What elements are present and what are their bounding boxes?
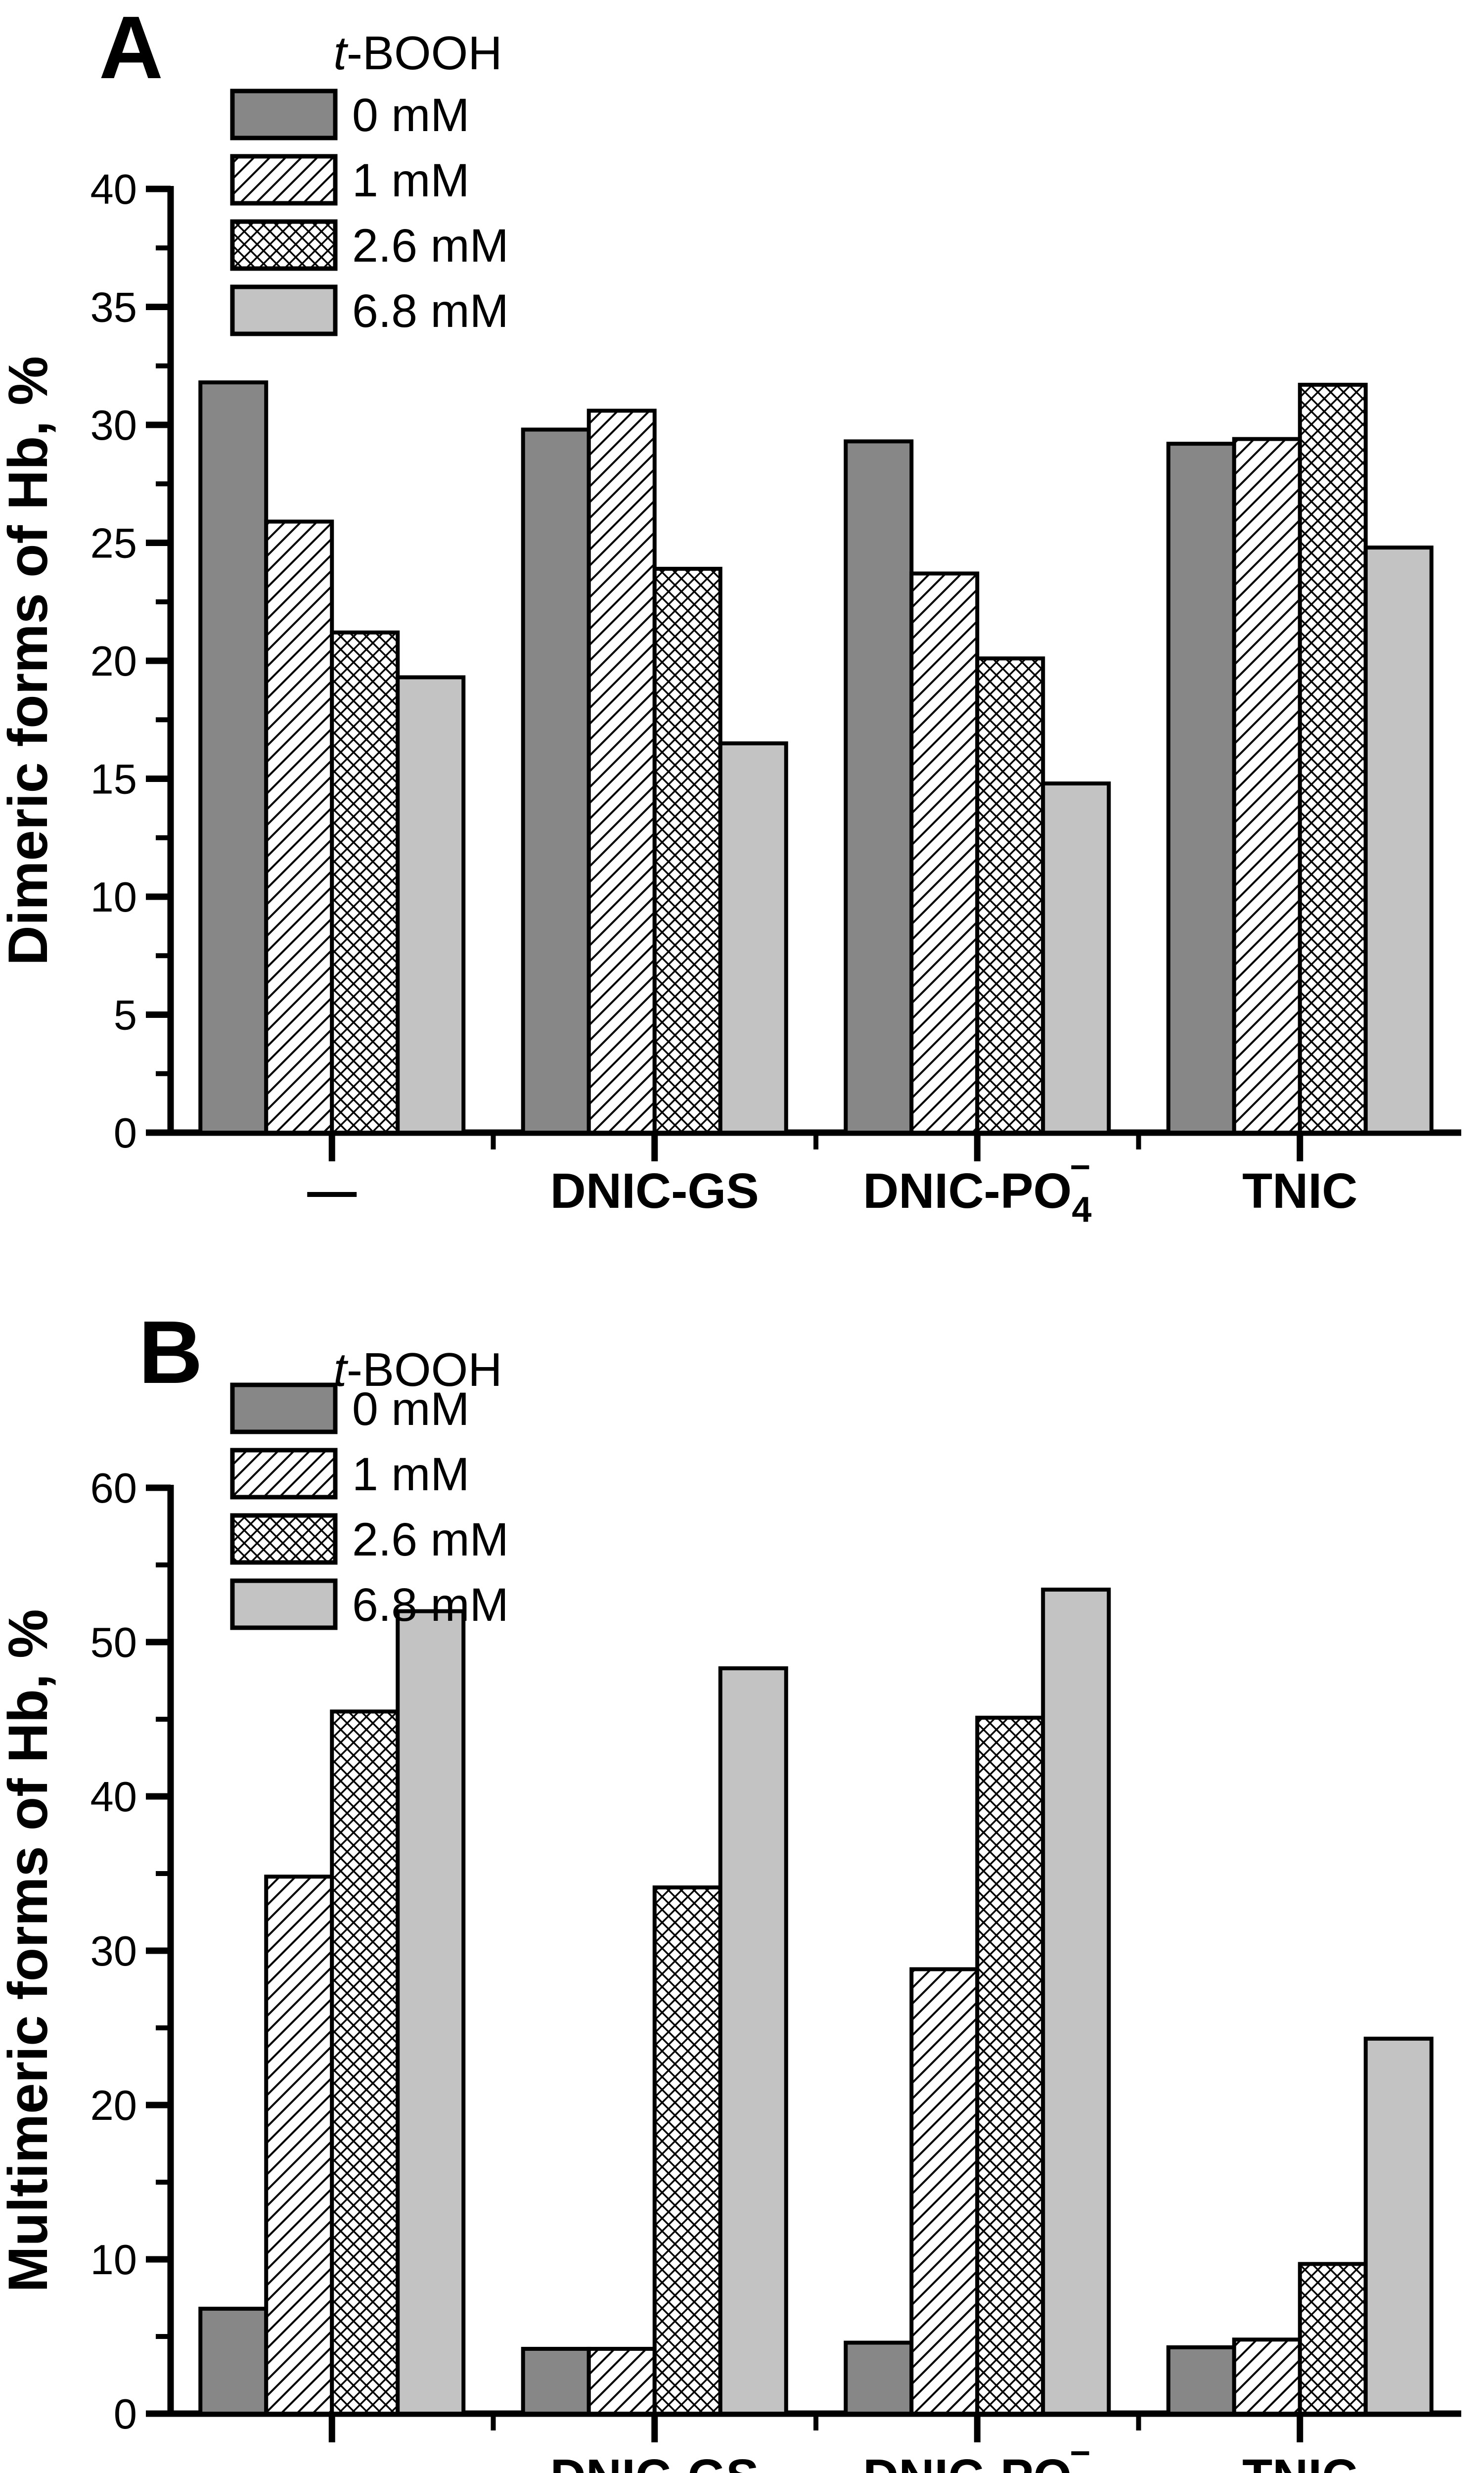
bar-B-0mM-cat2 <box>844 2340 914 2416</box>
bar-B-6.8mM-cat1 <box>718 1666 788 2416</box>
legend: t-BOOH 0 mM 1 mM 2.6 mM 6.8 mM <box>230 27 509 337</box>
bar-A-2.6mM-cat1 <box>652 566 722 1135</box>
y-tick-label: 50 <box>90 1619 137 1666</box>
legend-swatch-1mM <box>230 154 338 206</box>
bar-A-2.6mM-cat0 <box>330 630 400 1135</box>
legend-label: 2.6 mM <box>352 1513 509 1566</box>
panel-b: B Multimeric forms of Hb, % 0 10 20 30 40 50 6… <box>0 1286 1484 2473</box>
y-tick-label: 25 <box>90 520 137 567</box>
bar-A-1mM-cat0 <box>264 519 334 1135</box>
bars <box>198 1587 1434 2416</box>
legend-swatch-6.8mM <box>230 1578 338 1630</box>
category-label: DNIC-PO4− <box>863 1147 1091 1230</box>
y-tick-label: 10 <box>90 874 137 921</box>
category-label: DNIC-GS <box>550 1163 759 1219</box>
bar-B-6.8mM-cat2 <box>1041 1587 1111 2416</box>
legend-swatch-6.8mM <box>230 284 338 336</box>
bar-A-1mM-cat3 <box>1232 437 1302 1135</box>
bar-B-2.6mM-cat3 <box>1298 2262 1368 2416</box>
category-label: TNIC <box>1242 2449 1357 2473</box>
category-label: DNIC-GS <box>550 2449 759 2473</box>
panel-a-letter: A <box>99 0 163 97</box>
bar-A-2.6mM-cat2 <box>975 656 1045 1135</box>
legend-label: 2.6 mM <box>352 220 509 272</box>
bar-A-0mM-cat3 <box>1166 442 1236 1135</box>
category-label: DNIC-PO4− <box>863 2433 1091 2473</box>
legend-title: t-BOOH <box>333 1343 502 1396</box>
bar-A-1mM-cat2 <box>909 571 980 1135</box>
bar-B-1mM-cat3 <box>1232 2337 1302 2416</box>
bars <box>198 380 1434 1135</box>
panel-a-chart: A Dimeric forms of Hb, % 0 5 10 15 20 25 30 35 4… <box>0 0 1461 1230</box>
bar-A-0mM-cat1 <box>521 427 591 1135</box>
legend-label: 0 mM <box>352 1383 470 1435</box>
bar-B-2.6mM-cat2 <box>975 1715 1045 2416</box>
y-tick-label: 15 <box>90 756 137 803</box>
y-tick-label: 40 <box>90 1774 137 1821</box>
bar-B-6.8mM-cat3 <box>1363 2036 1434 2416</box>
panel-a-y-axis-title: Dimeric forms of Hb, % <box>0 356 59 965</box>
bar-A-6.8mM-cat2 <box>1041 781 1111 1135</box>
bar-B-0mM-cat1 <box>521 2346 591 2416</box>
legend-label: 6.8 mM <box>352 285 509 337</box>
legend-swatch-0mM <box>230 89 338 140</box>
legend-label: 1 mM <box>352 154 470 207</box>
y-tick-label: 0 <box>114 2391 137 2438</box>
bar-A-1mM-cat1 <box>586 409 657 1135</box>
panel-b-chart: B Multimeric forms of Hb, % 0 10 20 30 40 50 6… <box>0 1303 1461 2473</box>
legend-label: 1 mM <box>352 1448 470 1501</box>
y-tick-label: 60 <box>90 1465 137 1512</box>
panel-b-y-axis-title: Multimeric forms of Hb, % <box>0 1609 59 2292</box>
y-tick-label: 10 <box>90 2237 137 2284</box>
bar-B-0mM-cat0 <box>198 2306 269 2416</box>
y-tick-label: 30 <box>90 402 137 449</box>
y-tick-label: 35 <box>90 284 137 331</box>
legend-label: 0 mM <box>352 89 470 141</box>
y-tick-label: 30 <box>90 1928 137 1975</box>
bar-A-6.8mM-cat3 <box>1363 546 1434 1135</box>
y-tick-label: 0 <box>114 1110 137 1157</box>
y-tick-label: 5 <box>114 992 137 1039</box>
bar-A-6.8mM-cat1 <box>718 741 788 1135</box>
panel-a-plot-area: 0 5 10 15 20 25 30 35 40 — DNIC-GS DNIC-PO4− TNIC t-B… <box>90 27 1461 1230</box>
bar-B-2.6mM-cat1 <box>652 1885 722 2416</box>
bar-A-0mM-cat2 <box>844 439 914 1135</box>
bar-B-1mM-cat2 <box>909 1967 980 2416</box>
legend-title: t-BOOH <box>333 27 502 80</box>
bar-B-1mM-cat0 <box>264 1875 334 2416</box>
y-tick-label: 20 <box>90 638 137 685</box>
bar-A-6.8mM-cat0 <box>396 675 466 1135</box>
bar-B-1mM-cat1 <box>586 2346 657 2416</box>
y-tick-label: 40 <box>90 166 137 213</box>
category-label: — <box>307 1163 357 1219</box>
legend-label: 6.8 mM <box>352 1579 509 1631</box>
panel-a: A Dimeric forms of Hb, % 0 5 10 15 20 25 30 35 4… <box>0 0 1461 1230</box>
legend-swatch-0mM <box>230 1382 338 1434</box>
bar-A-0mM-cat0 <box>198 380 269 1135</box>
panel-b-plot-area: 0 10 20 30 40 50 60 — DNIC-GS DNIC-PO4− TNIC t-BOOH… <box>90 1343 1461 2473</box>
panel-b-letter: B <box>138 1303 203 1402</box>
bar-B-6.8mM-cat0 <box>396 1609 466 2416</box>
bar-B-2.6mM-cat0 <box>330 1709 400 2416</box>
category-label: TNIC <box>1242 1163 1357 1219</box>
bar-A-2.6mM-cat3 <box>1298 382 1368 1135</box>
legend-swatch-2.6mM <box>230 1513 338 1565</box>
legend-swatch-1mM <box>230 1448 338 1500</box>
bar-B-0mM-cat3 <box>1166 2345 1236 2416</box>
category-label: — <box>307 2449 357 2473</box>
legend-swatch-2.6mM <box>230 219 338 271</box>
y-tick-label: 20 <box>90 2082 137 2129</box>
